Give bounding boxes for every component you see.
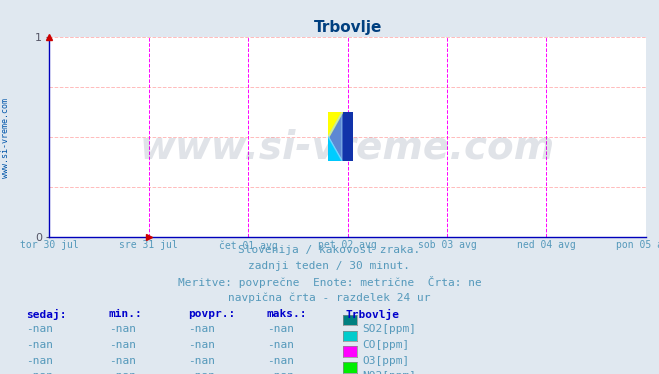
Text: zadnji teden / 30 minut.: zadnji teden / 30 minut.: [248, 261, 411, 271]
Text: O3[ppm]: O3[ppm]: [362, 356, 410, 366]
Text: -nan: -nan: [267, 356, 294, 366]
Text: Meritve: povprečne  Enote: metrične  Črta: ne: Meritve: povprečne Enote: metrične Črta:…: [178, 276, 481, 288]
Text: -nan: -nan: [26, 324, 53, 334]
Text: -nan: -nan: [188, 356, 215, 366]
Text: -nan: -nan: [267, 371, 294, 374]
Text: -nan: -nan: [267, 340, 294, 350]
Text: SO2[ppm]: SO2[ppm]: [362, 324, 416, 334]
Text: -nan: -nan: [109, 340, 136, 350]
Text: -nan: -nan: [26, 371, 53, 374]
Text: -nan: -nan: [26, 340, 53, 350]
Text: maks.:: maks.:: [267, 309, 307, 319]
Text: Slovenija / kakovost zraka.: Slovenija / kakovost zraka.: [239, 245, 420, 255]
Text: www.si-vreme.com: www.si-vreme.com: [1, 98, 10, 178]
Text: -nan: -nan: [267, 324, 294, 334]
Text: NO2[ppm]: NO2[ppm]: [362, 371, 416, 374]
Polygon shape: [328, 112, 353, 161]
Text: Trbovlje: Trbovlje: [346, 309, 400, 319]
Text: -nan: -nan: [26, 356, 53, 366]
Polygon shape: [328, 112, 342, 161]
Text: -nan: -nan: [109, 371, 136, 374]
Text: min.:: min.:: [109, 309, 142, 319]
Text: -nan: -nan: [109, 356, 136, 366]
Text: -nan: -nan: [188, 340, 215, 350]
Text: CO[ppm]: CO[ppm]: [362, 340, 410, 350]
Text: navpična črta - razdelek 24 ur: navpična črta - razdelek 24 ur: [228, 292, 431, 303]
Polygon shape: [328, 137, 342, 161]
Title: Trbovlje: Trbovlje: [314, 20, 382, 35]
Text: -nan: -nan: [109, 324, 136, 334]
Text: sedaj:: sedaj:: [26, 309, 67, 319]
Text: -nan: -nan: [188, 324, 215, 334]
Text: povpr.:: povpr.:: [188, 309, 235, 319]
Text: -nan: -nan: [188, 371, 215, 374]
Text: www.si-vreme.com: www.si-vreme.com: [140, 128, 556, 166]
Polygon shape: [328, 112, 342, 137]
